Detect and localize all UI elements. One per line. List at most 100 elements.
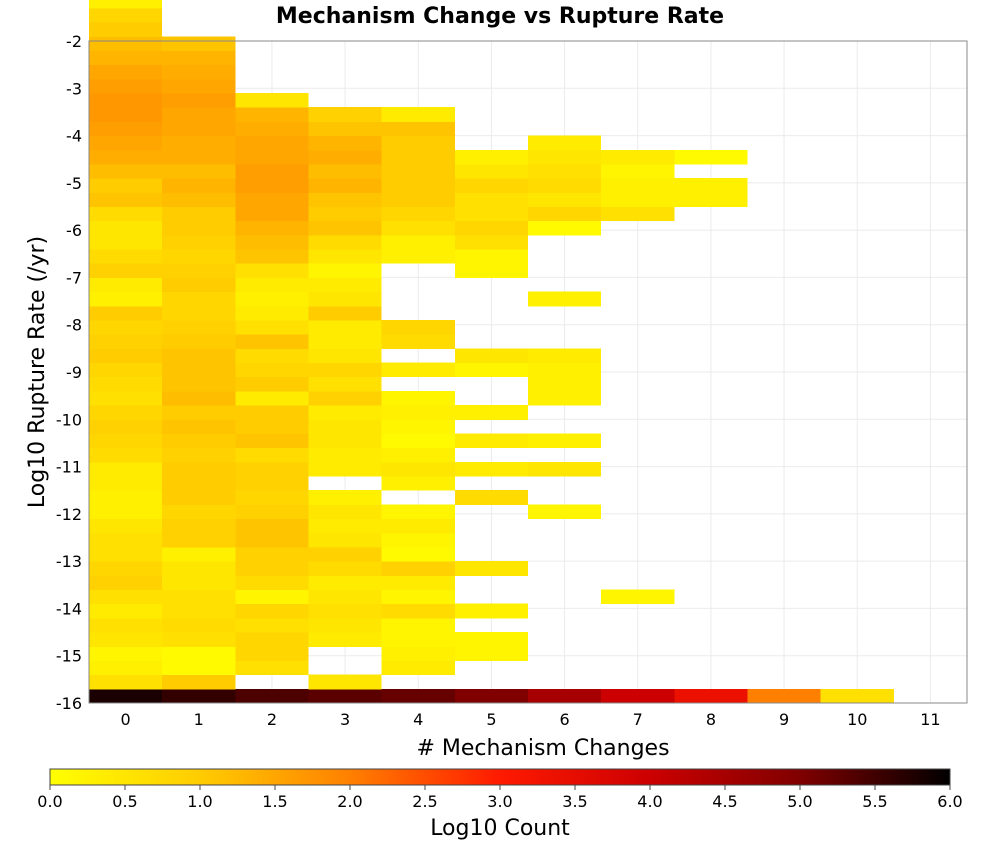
heatmap-cell <box>235 390 309 406</box>
heatmap-cell <box>381 334 455 349</box>
heatmap-cell <box>454 688 528 704</box>
heatmap-cell <box>162 461 236 477</box>
heatmap-cell <box>162 149 236 165</box>
heatmap-cell <box>89 64 163 80</box>
heatmap-cell <box>162 135 236 151</box>
heatmap-cell <box>235 405 309 420</box>
heatmap-cell <box>89 447 163 463</box>
heatmap-cell <box>454 263 528 278</box>
heatmap-cell <box>601 163 675 179</box>
heatmap-cell <box>308 617 382 633</box>
heatmap-cell <box>381 178 455 193</box>
heatmap-cell <box>89 617 163 633</box>
heatmap-cell <box>381 660 455 676</box>
heatmap-cell <box>235 291 309 307</box>
heatmap-cell <box>162 192 236 207</box>
heatmap-cell <box>89 0 163 9</box>
heatmap-cell <box>162 319 236 335</box>
heatmap-cell <box>89 589 163 605</box>
heatmap-cell <box>674 192 748 207</box>
heatmap-cell <box>235 433 309 449</box>
heatmap-cell <box>454 405 528 420</box>
heatmap-cell <box>89 376 163 392</box>
heatmap-cell <box>235 376 309 392</box>
heatmap-cell <box>454 603 528 619</box>
y-tick-label: -10 <box>56 410 82 429</box>
x-tick-label: 6 <box>559 710 569 729</box>
heatmap-cell <box>162 390 236 406</box>
heatmap-cell <box>308 589 382 605</box>
heatmap-cell <box>162 291 236 307</box>
x-tick-label: 2 <box>267 710 277 729</box>
heatmap-cell <box>454 362 528 378</box>
colorbar-tick-label: 2.0 <box>337 792 362 811</box>
heatmap-cell <box>235 249 309 264</box>
heatmap-cell <box>235 476 309 491</box>
heatmap-cell <box>89 348 163 364</box>
heatmap-cell <box>308 107 382 122</box>
heatmap-cell <box>308 376 382 392</box>
heatmap-cell <box>381 561 455 576</box>
heatmap-cell <box>162 334 236 349</box>
heatmap-cell <box>89 206 163 222</box>
heatmap-cell <box>162 93 236 108</box>
heatmap-cell <box>89 192 163 207</box>
heatmap-cell <box>89 405 163 420</box>
heatmap-cell <box>308 632 382 647</box>
heatmap-cell <box>308 149 382 165</box>
heatmap-cell <box>674 149 748 165</box>
heatmap-cell <box>162 305 236 321</box>
heatmap-cell <box>235 93 309 108</box>
heatmap-cell <box>162 589 236 605</box>
y-tick-label: -12 <box>56 505 82 524</box>
heatmap-cell <box>381 617 455 633</box>
heatmap-cell <box>89 390 163 406</box>
y-tick-label: -4 <box>66 127 82 146</box>
heatmap-cell <box>235 163 309 179</box>
heatmap-cell <box>454 561 528 576</box>
heatmap-cell <box>89 504 163 520</box>
heatmap-cell <box>601 589 675 605</box>
heatmap-cell <box>89 277 163 293</box>
y-axis-label: Log10 Rupture Rate (/yr) <box>25 236 50 508</box>
heatmap-cell <box>381 589 455 605</box>
heatmap-cell <box>162 348 236 364</box>
heatmap-cell <box>162 163 236 179</box>
heatmap-cell <box>308 419 382 434</box>
heatmap-cell <box>528 135 602 151</box>
heatmap-cell <box>89 476 163 491</box>
heatmap-cell <box>235 206 309 222</box>
heatmap-cell <box>308 249 382 264</box>
heatmap-cell <box>454 178 528 193</box>
y-tick-label: -5 <box>66 174 82 193</box>
heatmap-cell <box>308 546 382 562</box>
heatmap-cell <box>235 546 309 562</box>
y-tick-label: -11 <box>56 458 82 477</box>
heatmap-cell <box>381 121 455 137</box>
colorbar-tick-label: 4.5 <box>712 792 737 811</box>
heatmap-cell <box>308 178 382 193</box>
heatmap-cell <box>381 518 455 534</box>
heatmap-cell <box>162 532 236 548</box>
heatmap-cell <box>454 163 528 179</box>
heatmap-cell <box>528 220 602 236</box>
heatmap-cell <box>308 334 382 349</box>
colorbar-tick-label: 5.0 <box>787 792 812 811</box>
heatmap-cell <box>308 121 382 137</box>
x-tick-label: 8 <box>706 710 716 729</box>
heatmap-cell <box>381 390 455 406</box>
heatmap-cell <box>89 532 163 548</box>
y-tick-label: -9 <box>66 363 82 382</box>
heatmap-cell <box>381 688 455 704</box>
heatmap-cell <box>89 518 163 534</box>
heatmap-cell <box>308 234 382 250</box>
heatmap-cell <box>89 22 163 37</box>
heatmap-cell <box>308 603 382 619</box>
heatmap-cell <box>235 589 309 605</box>
heatmap-cell <box>528 192 602 207</box>
heatmap-cell <box>454 192 528 207</box>
heatmap-cell <box>162 674 236 690</box>
heatmap-cell <box>528 149 602 165</box>
heatmap-cell <box>308 192 382 207</box>
heatmap-cell <box>89 178 163 193</box>
